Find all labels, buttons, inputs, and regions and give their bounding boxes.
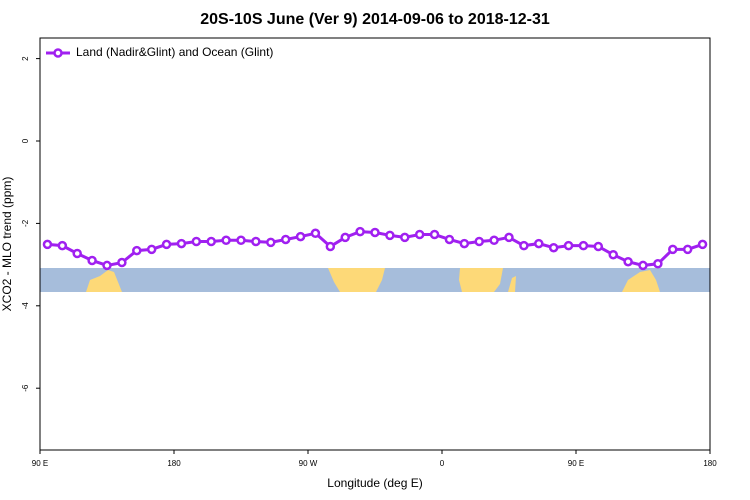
chart-title: 20S-10S June (Ver 9) 2014-09-06 to 2018-… bbox=[200, 11, 550, 28]
point bbox=[444, 234, 455, 245]
point bbox=[682, 244, 693, 255]
y-tick-label: 0 bbox=[21, 138, 30, 143]
point bbox=[638, 260, 648, 271]
point bbox=[266, 237, 276, 248]
point bbox=[221, 235, 231, 246]
legend-label: Land (Nadir&Glint) and Ocean (Glint) bbox=[76, 45, 273, 59]
point bbox=[385, 230, 395, 241]
land bbox=[328, 268, 385, 292]
point bbox=[563, 240, 574, 251]
point bbox=[310, 228, 321, 239]
point bbox=[57, 240, 68, 251]
point bbox=[161, 239, 172, 250]
point bbox=[132, 245, 142, 256]
point bbox=[474, 236, 484, 247]
x-tick-label: 90 E bbox=[568, 459, 584, 468]
point bbox=[295, 231, 306, 242]
point bbox=[191, 236, 202, 247]
point bbox=[206, 236, 216, 247]
point bbox=[534, 238, 544, 249]
point bbox=[72, 248, 82, 259]
land bbox=[459, 268, 503, 292]
point bbox=[489, 235, 499, 246]
land bbox=[622, 270, 660, 292]
point bbox=[370, 227, 380, 238]
point bbox=[608, 249, 618, 260]
map-strip bbox=[40, 268, 710, 292]
y-tick-label: -4 bbox=[21, 302, 30, 310]
point bbox=[429, 229, 440, 240]
x-tick-label: 180 bbox=[703, 459, 717, 468]
y-tick-label: -6 bbox=[21, 384, 30, 392]
x-tick-label: 90 E bbox=[32, 459, 48, 468]
point bbox=[653, 259, 663, 269]
point bbox=[355, 226, 365, 237]
land bbox=[86, 270, 122, 292]
point bbox=[519, 240, 529, 251]
point bbox=[697, 239, 708, 250]
point bbox=[340, 232, 350, 243]
point bbox=[414, 229, 425, 240]
y-tick-label: 2 bbox=[21, 56, 30, 61]
x-tick-label: 180 bbox=[167, 459, 181, 468]
point bbox=[87, 255, 97, 266]
point bbox=[400, 232, 410, 243]
point bbox=[548, 242, 559, 253]
y-tick-label: -2 bbox=[21, 219, 30, 227]
point bbox=[280, 234, 291, 245]
point bbox=[459, 238, 470, 249]
point bbox=[117, 257, 127, 268]
point bbox=[102, 260, 112, 271]
legend-marker bbox=[53, 48, 63, 58]
point bbox=[325, 241, 336, 252]
point bbox=[668, 244, 678, 255]
x-axis-title: Longitude (deg E) bbox=[327, 476, 422, 490]
point bbox=[176, 238, 187, 249]
point bbox=[593, 241, 604, 252]
point bbox=[42, 239, 53, 250]
point bbox=[146, 244, 157, 255]
x-tick-label: 0 bbox=[440, 459, 445, 468]
point bbox=[578, 240, 589, 251]
land bbox=[508, 276, 516, 292]
plot-frame bbox=[39, 37, 711, 451]
point bbox=[236, 235, 246, 246]
x-tick-label: 90 W bbox=[299, 459, 318, 468]
point bbox=[623, 256, 633, 267]
y-axis-title: XCO2 - MLO trend (ppm) bbox=[0, 177, 14, 312]
point bbox=[504, 232, 514, 243]
point bbox=[251, 236, 261, 247]
